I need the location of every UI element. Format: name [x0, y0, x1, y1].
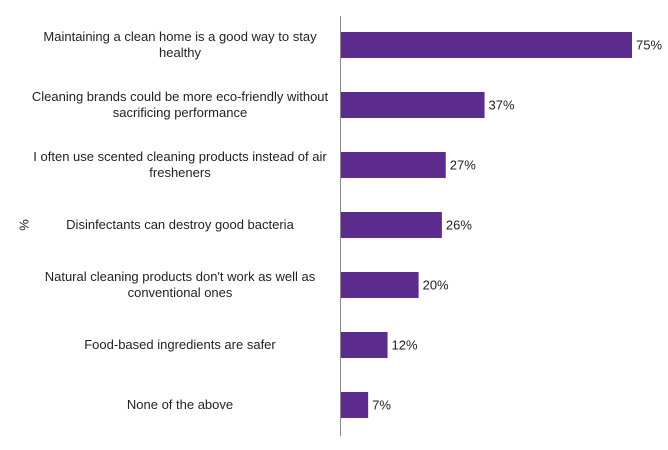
bar [341, 92, 485, 118]
value-label: 37% [489, 97, 515, 112]
category-label: Food-based ingredients are safer [84, 337, 276, 352]
value-label: 7% [372, 397, 391, 412]
bar [341, 152, 446, 178]
bar [341, 32, 632, 58]
bar [341, 392, 369, 418]
category-label: None of the above [126, 397, 234, 412]
category-label: Maintaining a clean home is a good way t… [43, 29, 317, 60]
bar [341, 332, 388, 358]
category-label: Natural cleaning products don't work as … [44, 269, 316, 300]
category-label: Disinfectants can destroy good bacteria [66, 217, 294, 232]
value-label: 75% [636, 37, 662, 52]
bar [341, 272, 419, 298]
y-axis-label: % [16, 219, 31, 231]
category-label: Cleaning brands could be more eco-friend… [31, 89, 329, 120]
value-label: 20% [423, 277, 449, 292]
value-label: 26% [446, 217, 472, 232]
category-label: I often use scented cleaning products in… [33, 149, 327, 180]
value-label: 12% [392, 337, 418, 352]
value-label: 27% [450, 157, 476, 172]
bar [341, 212, 442, 238]
